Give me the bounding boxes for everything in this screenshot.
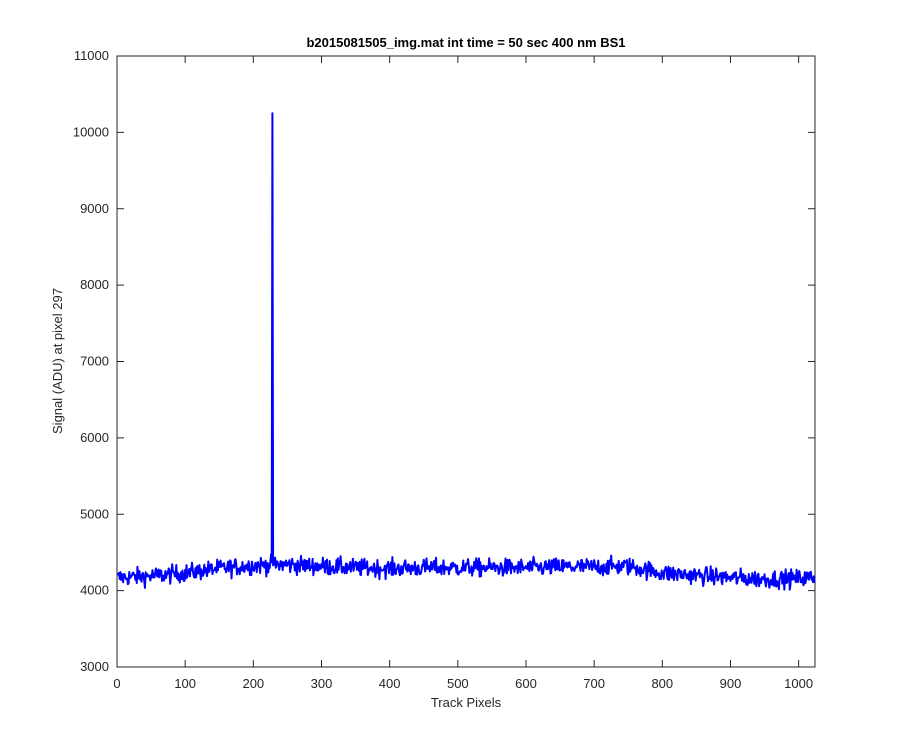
x-tick-label: 900 (720, 676, 742, 691)
y-tick-label: 4000 (80, 583, 109, 598)
y-tick-label: 6000 (80, 430, 109, 445)
x-tick-label: 0 (113, 676, 120, 691)
y-tick-label: 5000 (80, 506, 109, 521)
y-tick-label: 11000 (74, 48, 109, 63)
x-tick-label: 600 (515, 676, 537, 691)
x-axis-label: Track Pixels (431, 695, 502, 710)
x-tick-label: 500 (447, 676, 469, 691)
y-axis-label: Signal (ADU) at pixel 297 (50, 288, 65, 434)
chart-title: b2015081505_img.mat int time = 50 sec 40… (306, 35, 625, 50)
y-tick-label: 10000 (73, 124, 109, 139)
x-tick-label: 800 (651, 676, 673, 691)
x-tick-label: 300 (311, 676, 333, 691)
x-tick-label: 400 (379, 676, 401, 691)
y-tick-label: 9000 (80, 201, 109, 216)
y-tick-label: 3000 (80, 659, 109, 674)
y-tick-label: 7000 (80, 354, 109, 369)
x-tick-label: 1000 (784, 676, 813, 691)
signal-series-line (116, 112, 816, 591)
y-axis-ticks: 3000 4000 5000 6000 7000 8000 9000 10000 11000 (73, 48, 815, 674)
y-tick-label: 8000 (80, 277, 109, 292)
x-axis-ticks: 0 100 200 300 400 500 600 700 800 900 1000 (113, 56, 813, 691)
x-tick-label: 200 (242, 676, 264, 691)
x-tick-label: 700 (583, 676, 605, 691)
x-tick-label: 100 (174, 676, 196, 691)
